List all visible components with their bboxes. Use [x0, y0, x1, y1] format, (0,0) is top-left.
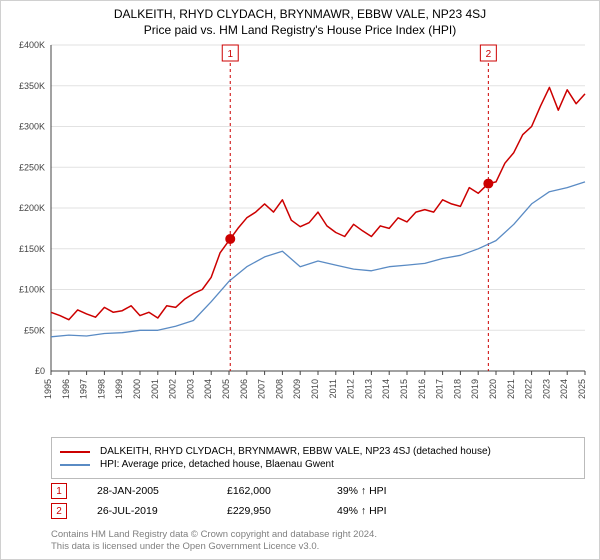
sale-hpi: 49% ↑ HPI [337, 505, 447, 517]
legend-item-subject: DALKEITH, RHYD CLYDACH, BRYNMAWR, EBBW V… [60, 446, 576, 457]
sale-badge: 1 [51, 483, 67, 499]
svg-text:2016: 2016 [417, 379, 427, 399]
svg-text:2: 2 [486, 49, 492, 60]
svg-text:2020: 2020 [488, 379, 498, 399]
chart-titles: DALKEITH, RHYD CLYDACH, BRYNMAWR, EBBW V… [1, 1, 599, 37]
sale-price: £229,950 [227, 505, 337, 517]
svg-text:2009: 2009 [292, 379, 302, 399]
legend-item-hpi: HPI: Average price, detached house, Blae… [60, 459, 576, 470]
legend-label-hpi: HPI: Average price, detached house, Blae… [100, 459, 334, 470]
sale-date: 28-JAN-2005 [97, 485, 227, 497]
attribution-line2: This data is licensed under the Open Gov… [51, 541, 377, 553]
svg-text:£350K: £350K [19, 81, 45, 91]
svg-text:2013: 2013 [363, 379, 373, 399]
attribution-line1: Contains HM Land Registry data © Crown c… [51, 529, 377, 541]
svg-text:2021: 2021 [506, 379, 516, 399]
sale-row-1: 1 28-JAN-2005 £162,000 39% ↑ HPI [51, 483, 585, 499]
svg-text:1: 1 [227, 49, 233, 60]
svg-text:2000: 2000 [132, 379, 142, 399]
svg-text:2005: 2005 [221, 379, 231, 399]
svg-text:2014: 2014 [381, 379, 391, 399]
sale-date: 26-JUL-2019 [97, 505, 227, 517]
sale-badge: 2 [51, 503, 67, 519]
svg-text:£0: £0 [35, 366, 45, 376]
sale-hpi: 39% ↑ HPI [337, 485, 447, 497]
chart-plot-area: £0£50K£100K£150K£200K£250K£300K£350K£400… [51, 45, 585, 401]
legend-swatch-subject [60, 451, 90, 453]
svg-text:£150K: £150K [19, 244, 45, 254]
svg-text:2008: 2008 [274, 379, 284, 399]
svg-text:2003: 2003 [185, 379, 195, 399]
chart-title-subtitle: Price paid vs. HM Land Registry's House … [1, 23, 599, 37]
svg-text:2017: 2017 [435, 379, 445, 399]
svg-text:2010: 2010 [310, 379, 320, 399]
sales-table: 1 28-JAN-2005 £162,000 39% ↑ HPI 2 26-JU… [51, 479, 585, 523]
svg-text:£250K: £250K [19, 162, 45, 172]
chart-svg: £0£50K£100K£150K£200K£250K£300K£350K£400… [51, 45, 585, 401]
svg-text:£50K: £50K [24, 325, 45, 335]
svg-text:1995: 1995 [43, 379, 53, 399]
svg-text:2022: 2022 [524, 379, 534, 399]
svg-text:2011: 2011 [328, 379, 338, 398]
svg-text:2019: 2019 [470, 379, 480, 399]
svg-text:£200K: £200K [19, 203, 45, 213]
svg-text:2024: 2024 [559, 379, 569, 399]
svg-text:2012: 2012 [346, 379, 356, 399]
svg-text:1998: 1998 [96, 379, 106, 399]
svg-text:£100K: £100K [19, 285, 45, 295]
svg-text:2007: 2007 [257, 379, 267, 399]
svg-text:2018: 2018 [452, 379, 462, 399]
house-price-chart-panel: DALKEITH, RHYD CLYDACH, BRYNMAWR, EBBW V… [0, 0, 600, 560]
sale-row-2: 2 26-JUL-2019 £229,950 49% ↑ HPI [51, 503, 585, 519]
legend-label-subject: DALKEITH, RHYD CLYDACH, BRYNMAWR, EBBW V… [100, 446, 491, 457]
svg-text:2025: 2025 [577, 379, 587, 399]
chart-title-address: DALKEITH, RHYD CLYDACH, BRYNMAWR, EBBW V… [1, 7, 599, 21]
chart-legend: DALKEITH, RHYD CLYDACH, BRYNMAWR, EBBW V… [51, 437, 585, 479]
svg-text:1997: 1997 [79, 379, 89, 399]
svg-text:2004: 2004 [203, 379, 213, 399]
svg-text:2015: 2015 [399, 379, 409, 399]
svg-text:£400K: £400K [19, 40, 45, 50]
attribution-text: Contains HM Land Registry data © Crown c… [51, 529, 377, 553]
svg-text:2023: 2023 [541, 379, 551, 399]
svg-text:2002: 2002 [168, 379, 178, 399]
sale-price: £162,000 [227, 485, 337, 497]
svg-text:1999: 1999 [114, 379, 124, 399]
legend-swatch-hpi [60, 464, 90, 466]
svg-text:2006: 2006 [239, 379, 249, 399]
svg-text:£300K: £300K [19, 122, 45, 132]
svg-text:2001: 2001 [150, 379, 160, 399]
svg-text:1996: 1996 [61, 379, 71, 399]
